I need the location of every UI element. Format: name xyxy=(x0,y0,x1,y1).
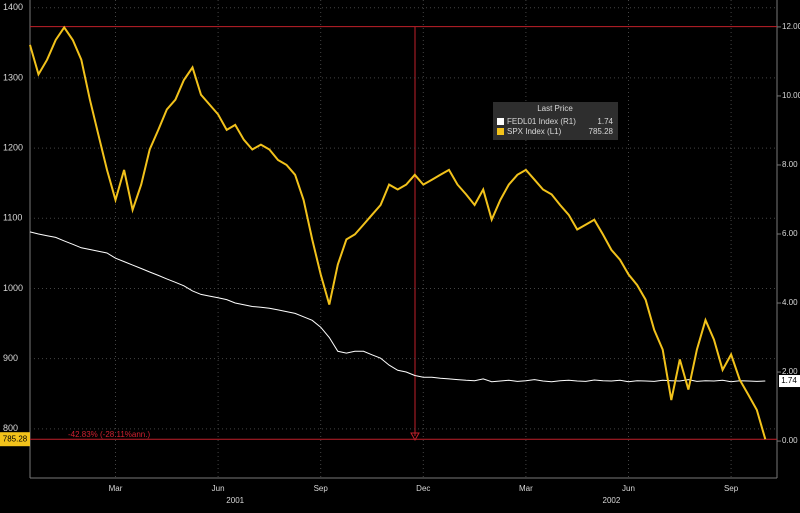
y2-tick-label: 4.00 xyxy=(782,298,798,307)
y-tick-label: 1400 xyxy=(3,2,23,12)
y2-tick-label: 2.00 xyxy=(782,367,798,376)
x-tick-label: Sep xyxy=(314,484,329,493)
legend: Last Price FEDL01 Index (R1) 1.74 SPX In… xyxy=(493,102,618,140)
x-tick-label: Jun xyxy=(212,484,225,493)
y2-tick-label: 0.00 xyxy=(782,436,798,445)
legend-swatch xyxy=(497,118,504,125)
y2-tick-label: 8.00 xyxy=(782,160,798,169)
x-tick-label: Mar xyxy=(519,484,533,493)
y2-tick-label: 10.00 xyxy=(782,91,800,100)
legend-label: SPX Index (L1) xyxy=(507,127,562,136)
x-tick-label: Sep xyxy=(724,484,739,493)
legend-title: Last Price xyxy=(537,104,573,113)
x-tick-label: Dec xyxy=(416,484,430,493)
y2-tick-label: 12.00 xyxy=(782,22,800,31)
line-series xyxy=(29,25,767,440)
grid xyxy=(30,0,777,478)
y-tick-label: 800 xyxy=(3,423,18,433)
legend-swatch xyxy=(497,128,504,135)
last-value-tag xyxy=(0,432,30,447)
y-tick-label: 1100 xyxy=(3,213,22,223)
x-year-label: 2001 xyxy=(226,496,244,505)
marker-arrow xyxy=(410,432,420,442)
x-tick-label: Mar xyxy=(109,484,123,493)
x-tick-label: Jun xyxy=(622,484,635,493)
legend-box xyxy=(493,102,618,140)
x-year-label: 2002 xyxy=(603,496,621,505)
y-tick-label: 900 xyxy=(3,353,18,363)
last-value-tag xyxy=(779,375,800,388)
y2-tick-label: 6.00 xyxy=(782,229,798,238)
last-value-label: 785.28 xyxy=(3,434,28,443)
legend-value: 1.74 xyxy=(597,117,613,126)
annotation: -42.83% (-28.11%ann.) xyxy=(68,430,150,439)
legend-value: 785.28 xyxy=(589,127,614,136)
y-tick-label: 1000 xyxy=(3,283,23,293)
plot xyxy=(29,25,777,440)
y-tick-label: 1200 xyxy=(3,142,23,152)
last-value-label: 1.74 xyxy=(781,376,797,385)
line-series xyxy=(29,231,766,383)
y-tick-label: 1300 xyxy=(3,72,23,82)
legend-label: FEDL01 Index (R1) xyxy=(507,117,576,126)
